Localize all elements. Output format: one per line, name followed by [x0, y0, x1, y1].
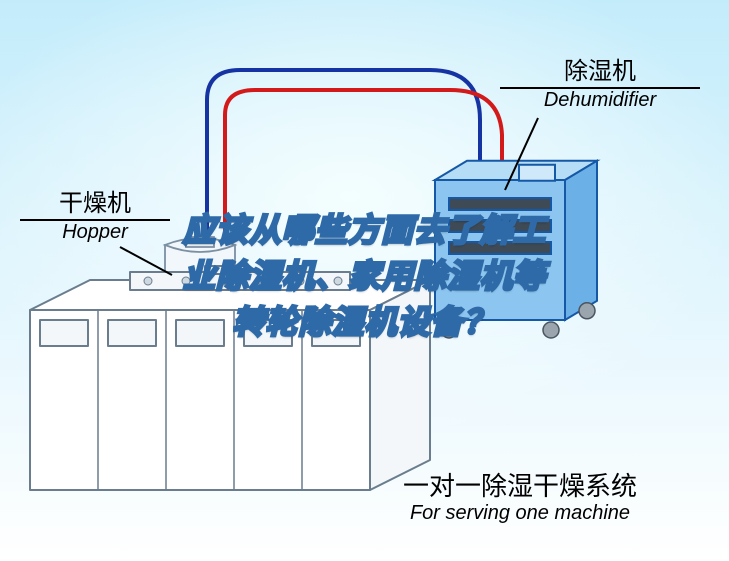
label-system: 一对一除湿干燥系统 For serving one machine: [330, 472, 710, 525]
label-dehumidifier: 除湿机 Dehumidifier: [500, 58, 700, 112]
label-hopper-cn: 干燥机: [20, 190, 170, 221]
label-system-en: For serving one machine: [330, 502, 710, 525]
overlay-title: 应该从哪些方面去了解工 业除湿机、家用除湿机等 转轮除湿机设备？: [183, 205, 546, 343]
label-dehumidifier-en: Dehumidifier: [500, 89, 700, 112]
label-dehumidifier-cn: 除湿机: [500, 58, 700, 89]
label-hopper-en: Hopper: [20, 221, 170, 244]
label-system-cn: 一对一除湿干燥系统: [330, 472, 710, 502]
label-hopper: 干燥机 Hopper: [20, 190, 170, 244]
diagram-stage: 除湿机 Dehumidifier 干燥机 Hopper 一对一除湿干燥系统 Fo…: [0, 0, 729, 561]
